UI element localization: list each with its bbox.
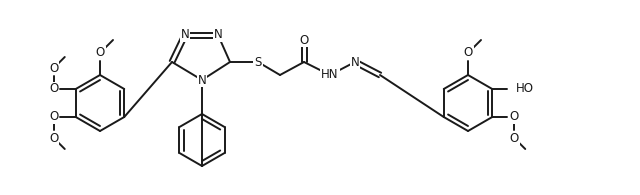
Text: O: O (509, 111, 519, 123)
Text: S: S (254, 56, 262, 68)
Text: O: O (509, 131, 519, 144)
Text: HO: HO (516, 82, 534, 96)
Text: HN: HN (321, 68, 339, 82)
Text: O: O (49, 82, 58, 96)
Text: N: N (214, 28, 222, 42)
Text: O: O (463, 46, 472, 59)
Text: N: N (198, 74, 206, 87)
Text: O: O (95, 46, 104, 59)
Text: N: N (351, 56, 360, 68)
Text: O: O (49, 131, 58, 144)
Text: N: N (180, 28, 189, 42)
Text: O: O (49, 111, 58, 123)
Text: O: O (49, 61, 58, 74)
Text: O: O (300, 34, 308, 46)
